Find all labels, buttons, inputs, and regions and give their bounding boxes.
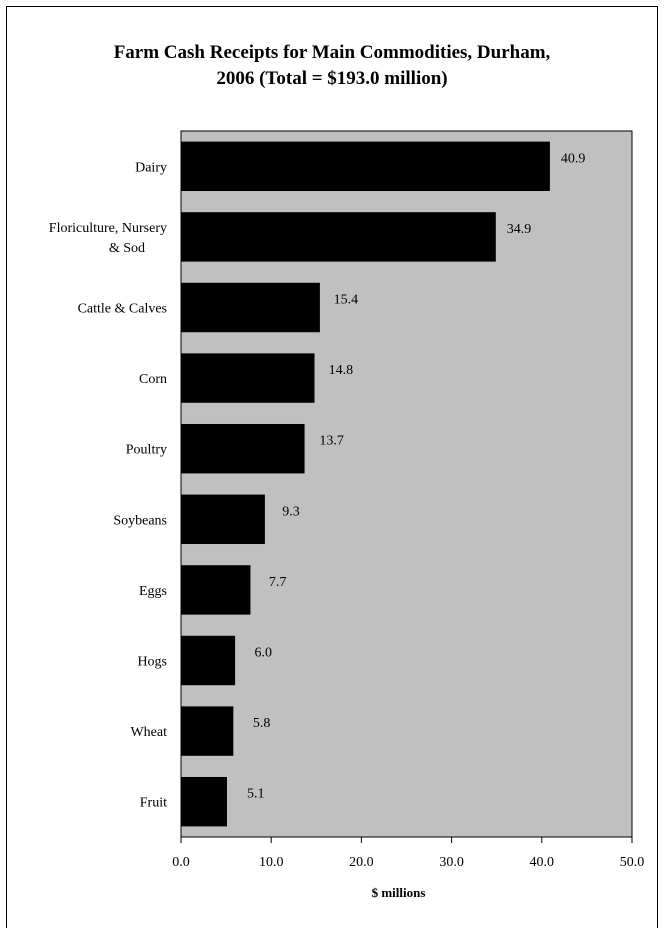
bar-8 [181, 635, 236, 686]
value-label-6: 9.3 [282, 504, 300, 519]
category-label-10: Fruit [140, 796, 167, 811]
chart-title-line-1: Farm Cash Receipts for Main Commodities,… [113, 42, 551, 63]
value-label-7: 7.7 [269, 575, 287, 590]
bar-4 [181, 353, 315, 403]
category-label-2: Floriculture, Nursery & Sod [49, 221, 167, 256]
value-label-8: 6.0 [255, 646, 273, 661]
bar-7 [181, 565, 251, 615]
category-label-1: Dairy [135, 160, 167, 175]
x-axis-label: $ millions [372, 885, 426, 900]
x-axis: 0.0 10.0 20.0 30.0 40.0 50.0 [172, 836, 645, 870]
value-label-2: 34.9 [507, 222, 531, 237]
bar-5 [181, 423, 305, 474]
category-labels-group: Dairy Floriculture, Nursery & Sod Cattle & … [49, 160, 167, 810]
bar-9 [181, 706, 234, 756]
category-label-9: Wheat [130, 725, 167, 740]
chart-title-line-2: 2006 (Total = $193.0 million) [216, 68, 448, 89]
category-label-3: Cattle & Calves [78, 302, 167, 317]
value-label-1: 40.9 [561, 151, 586, 166]
category-label-5: Poultry [126, 443, 167, 458]
x-tick-label-6: 50.0 [620, 855, 645, 870]
value-labels-group: 40.9 34.9 15.4 14.8 13.7 9.3 7.7 6.0 5.8 5.1 [247, 151, 585, 801]
category-label-8: Hogs [137, 655, 167, 670]
value-label-9: 5.8 [253, 716, 271, 731]
x-tick-label-3: 20.0 [349, 855, 374, 870]
bar-2 [181, 212, 496, 262]
bar-1 [181, 141, 550, 192]
x-tick-label-5: 40.0 [530, 855, 555, 870]
bar-3 [181, 282, 320, 333]
value-label-5: 13.7 [319, 434, 344, 449]
category-label-6: Soybeans [113, 513, 167, 528]
value-label-3: 15.4 [334, 293, 359, 308]
chart-title: Farm Cash Receipts for Main Commodities,… [0, 40, 664, 92]
value-label-10: 5.1 [247, 787, 265, 802]
x-tick-label-1: 0.0 [172, 855, 190, 870]
category-label-7: Eggs [139, 584, 167, 599]
bar-10 [181, 776, 228, 827]
bar-6 [181, 494, 265, 545]
x-tick-label-2: 10.0 [259, 855, 284, 870]
x-tick-label-4: 30.0 [439, 855, 464, 870]
category-label-4: Corn [139, 372, 167, 387]
bars-group [181, 141, 550, 827]
value-label-4: 14.8 [329, 363, 354, 378]
